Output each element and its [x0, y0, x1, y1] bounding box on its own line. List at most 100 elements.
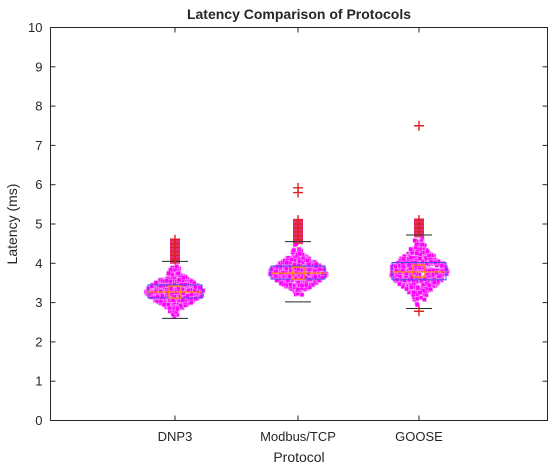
swarm-point: [288, 260, 292, 265]
swarm-point: [181, 275, 186, 280]
swarm-point: [398, 267, 403, 272]
swarm-point: [307, 268, 311, 272]
swarm-point: [318, 267, 322, 271]
swarm-point: [292, 263, 297, 267]
y-tick-label: 10: [28, 20, 42, 35]
swarm-point: [297, 259, 301, 264]
outlier-marker: [414, 306, 424, 317]
swarm-point: [418, 253, 422, 257]
swarm-point: [177, 278, 182, 282]
swarm-point: [174, 309, 179, 314]
swarm-point: [310, 282, 315, 287]
swarm-point: [407, 290, 411, 295]
swarm-point: [304, 283, 309, 287]
swarm-point: [439, 272, 444, 277]
swarm-point: [400, 262, 405, 267]
swarm-point: [415, 303, 420, 307]
swarm-point: [158, 284, 163, 288]
swarm-point: [401, 268, 405, 273]
swarm-point: [169, 286, 173, 291]
swarm-point: [312, 272, 317, 276]
swarm-point: [402, 278, 407, 283]
swarm-point: [417, 272, 421, 277]
swarm-point: [432, 280, 437, 285]
swarm-point: [424, 256, 428, 260]
swarm-point: [434, 263, 439, 268]
swarm-point: [172, 276, 176, 281]
swarm-point: [423, 277, 427, 281]
swarm-point: [298, 252, 302, 256]
swarm-point: [199, 294, 203, 299]
swarm-point: [299, 267, 303, 272]
swarm-point: [296, 263, 301, 268]
swarm-point: [412, 290, 416, 295]
y-axis-title: Latency (ms): [4, 184, 20, 265]
swarm-point: [307, 261, 311, 266]
swarm-point: [440, 264, 444, 268]
swarm-point: [410, 250, 414, 255]
swarm-point: [170, 292, 174, 296]
swarm-point: [397, 282, 402, 286]
swarm-point: [180, 298, 185, 303]
swarm-point: [424, 293, 429, 297]
swarm-point: [412, 279, 416, 283]
swarm-point: [407, 260, 411, 264]
swarm-point: [402, 257, 406, 261]
swarm-point: [296, 287, 300, 292]
swarm-point: [285, 278, 290, 283]
swarm-point: [425, 271, 430, 276]
mean-marker: [168, 285, 182, 299]
swarm-point: [420, 259, 425, 264]
swarm-point: [430, 253, 434, 258]
swarm-point: [420, 236, 425, 241]
swarm-point: [186, 297, 191, 301]
swarm-point: [181, 291, 186, 295]
swarm-point: [279, 281, 283, 285]
swarm-point: [178, 304, 183, 308]
swarm-point: [410, 259, 415, 264]
swarm-point: [429, 259, 433, 264]
swarm-point: [422, 297, 427, 302]
y-tick-label: 3: [35, 295, 42, 310]
swarm-point: [437, 274, 441, 278]
swarm-point: [192, 281, 197, 286]
swarm-point: [287, 274, 292, 279]
swarm-point: [296, 255, 301, 260]
swarm-point: [159, 299, 163, 304]
swarm-point: [296, 267, 301, 271]
swarm-point: [414, 251, 419, 256]
swarm-point: [176, 287, 181, 291]
swarm-point: [299, 276, 304, 281]
swarm-point: [427, 269, 432, 273]
swarm-point: [170, 272, 174, 277]
swarm-point: [307, 285, 312, 289]
swarm-point: [288, 266, 293, 270]
swarm-point: [300, 260, 305, 265]
swarm-point: [393, 265, 398, 269]
swarm-point: [275, 266, 280, 270]
swarm-point: [289, 269, 293, 273]
swarm-point: [404, 287, 409, 291]
swarm-point: [425, 261, 429, 266]
swarm-point: [289, 257, 294, 262]
outlier-marker: [414, 215, 424, 226]
y-tick-label: 7: [35, 138, 42, 153]
swarm-point: [186, 288, 191, 293]
swarm-point: [189, 292, 194, 297]
swarm-point: [176, 271, 180, 276]
swarm-point: [193, 296, 198, 301]
swarm-point: [201, 288, 205, 293]
outlier-marker: [414, 120, 424, 131]
swarm-point: [185, 294, 190, 298]
chart-title: Latency Comparison of Protocols: [187, 6, 411, 22]
swarm-point: [401, 265, 406, 269]
y-axis: 0 1 2 3 4 5 6 7 8 9 10: [28, 20, 548, 428]
swarm-point: [402, 254, 407, 259]
box-group-dnp3: [143, 234, 206, 320]
y-tick-label: 4: [35, 256, 42, 271]
swarm-point: [299, 286, 304, 290]
swarm-point: [421, 285, 425, 289]
swarm-point: [417, 265, 421, 270]
swarm-point: [300, 283, 304, 288]
swarm-point: [301, 273, 305, 277]
